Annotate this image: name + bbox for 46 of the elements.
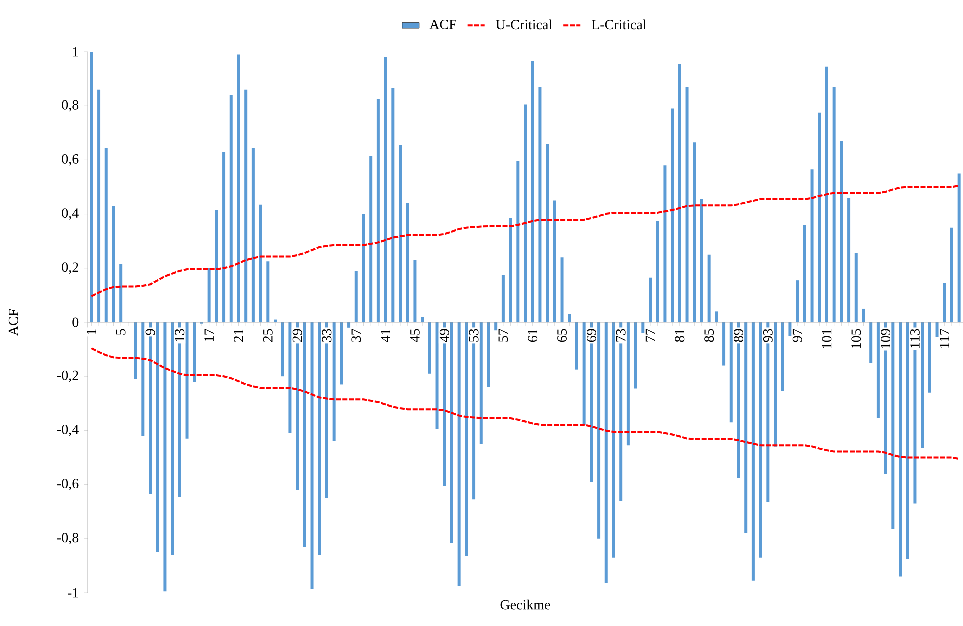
x-tick-label: 117: [940, 329, 950, 348]
y-tick-label: -0,6: [57, 479, 79, 491]
y-tick-label: -1: [68, 588, 78, 598]
x-tick-label: 13: [175, 329, 185, 342]
x-tick-label: 45: [410, 329, 420, 342]
x-tick-label: 41: [381, 330, 390, 342]
x-tick-label: 9: [146, 329, 156, 336]
x-tick-label: 49: [440, 329, 450, 342]
y-tick-label: 0,4: [62, 208, 79, 220]
x-tick-label: 81: [675, 330, 685, 342]
y-tick-label: -0,4: [57, 424, 79, 436]
x-tick-label: 17: [204, 329, 214, 342]
x-tick-label: 69: [586, 329, 596, 342]
x-tick-label: 105: [852, 329, 862, 348]
x-tick-label: 101: [822, 330, 832, 348]
x-tick-label: 5: [116, 329, 126, 335]
y-tick-label: 0,2: [62, 262, 78, 274]
x-tick-label: 29: [292, 329, 302, 342]
x-tick-label: 25: [263, 329, 273, 342]
y-tick-label: -0,2: [57, 370, 78, 382]
x-tick-label: 37: [352, 329, 362, 342]
x-tick-label: 61: [528, 330, 538, 342]
legend-label: L-Critical: [592, 20, 647, 30]
x-tick-label: 21: [234, 330, 244, 342]
legend-label: ACF: [430, 20, 456, 30]
x-tick-label: 89: [734, 329, 744, 342]
y-tick-label: 0,6: [62, 154, 79, 166]
x-tick-label: 73: [616, 329, 626, 342]
x-axis-title: Gecikme: [500, 600, 550, 610]
x-tick-label: 1: [87, 330, 96, 334]
x-tick-label: 93: [763, 329, 773, 342]
legend-label: U-Critical: [496, 20, 552, 30]
x-tick-label: 33: [322, 329, 332, 342]
x-tick-label: 57: [498, 329, 508, 342]
y-tick-label: 0,8: [62, 100, 79, 112]
y-axis-title: ACF: [8, 309, 18, 336]
x-tick-label: 109: [881, 329, 891, 348]
y-tick-label: -0,8: [57, 533, 79, 545]
y-tick-label: 0: [72, 318, 79, 328]
x-tick-label: 77: [646, 329, 656, 342]
x-tick-label: 113: [910, 329, 920, 348]
x-tick-label: 65: [558, 329, 567, 342]
y-tick-label: 1: [73, 47, 78, 57]
x-tick-label: 85: [704, 329, 714, 342]
x-tick-label: 97: [792, 329, 802, 342]
x-tick-label: 53: [469, 329, 479, 342]
